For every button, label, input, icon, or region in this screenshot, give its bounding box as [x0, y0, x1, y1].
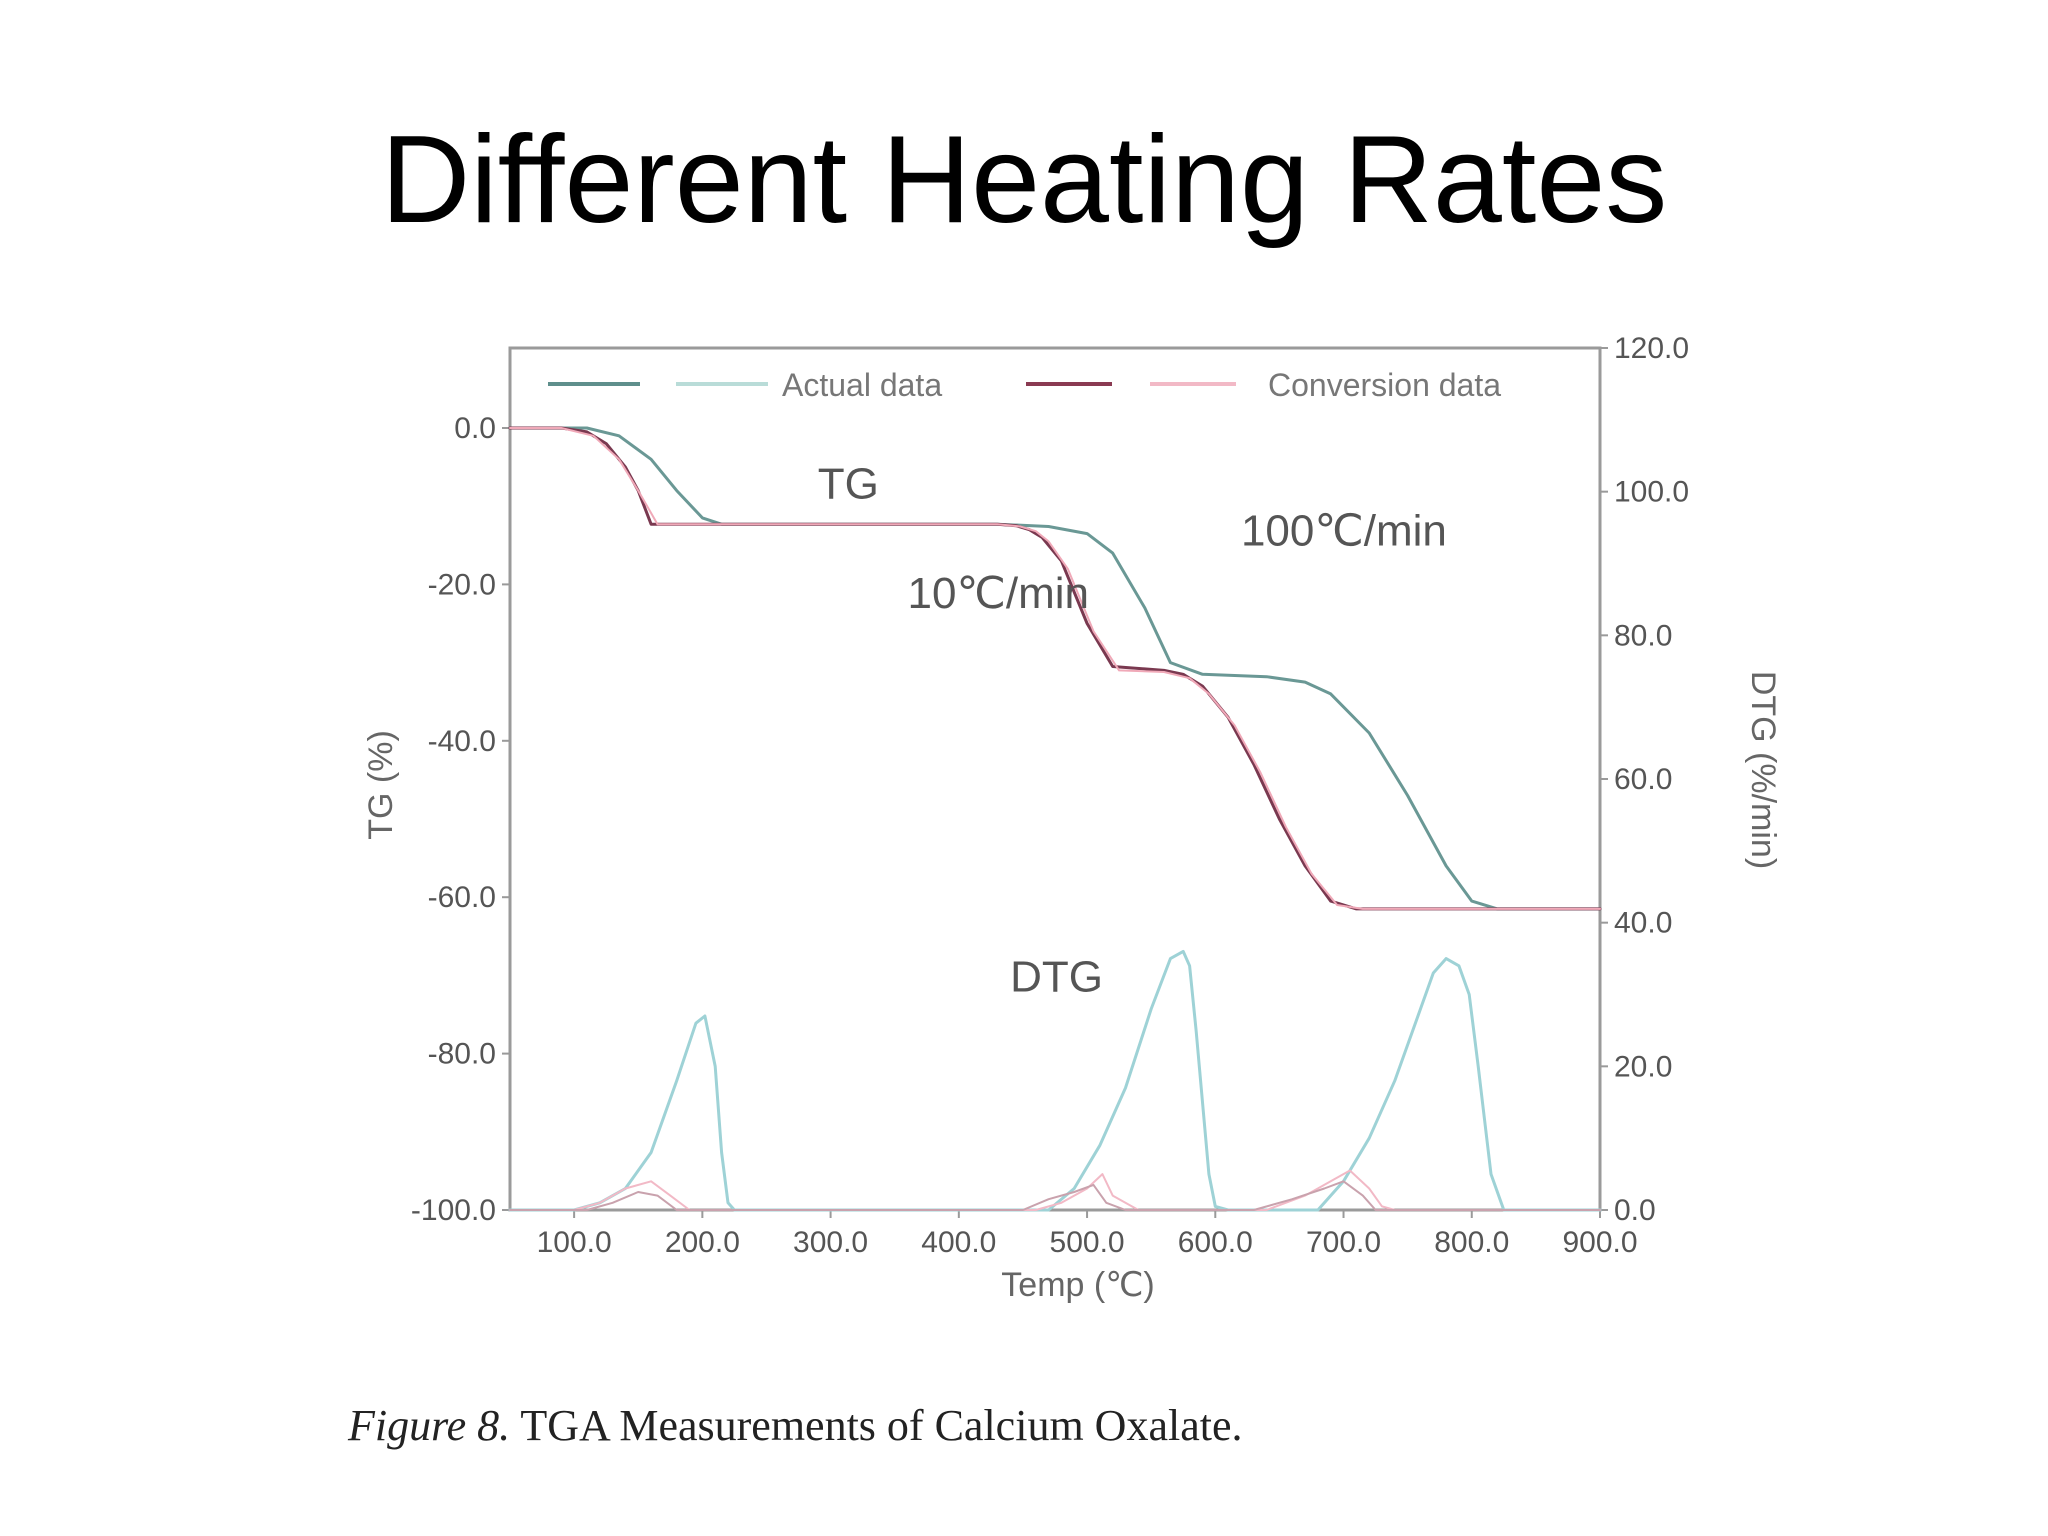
y-left-tick-label: 0.0: [454, 412, 496, 445]
caption-text: TGA Measurements of Calcium Oxalate.: [520, 1401, 1243, 1450]
y-left-tick-label: -100.0: [411, 1194, 496, 1227]
y-right-tick-label: 40.0: [1614, 907, 1672, 940]
slide-title: Different Heating Rates: [380, 111, 1668, 249]
figure-caption: Figure 8. TGA Measurements of Calcium Ox…: [348, 1400, 1242, 1451]
x-tick-label: 800.0: [1434, 1226, 1509, 1259]
tg-series-line-0: [508, 426, 1602, 911]
dtg-series-line-3: [508, 949, 1602, 1212]
y-right-axis-ticks: 120.0 100.0 80.0 60.0 40.0 20.0 0.0: [1600, 332, 1689, 1227]
y-left-tick-label: -80.0: [428, 1038, 496, 1071]
legend-conversion-label: Conversion data: [1268, 367, 1501, 403]
x-axis-ticks: 100.0 200.0 300.0 400.0 500.0 600.0 700.0 800.0…: [537, 1210, 1638, 1259]
y-left-axis-title: TG (%): [362, 730, 400, 840]
y-left-tick-label: -40.0: [428, 725, 496, 758]
y-right-tick-label: 60.0: [1614, 763, 1672, 796]
x-tick-label: 400.0: [921, 1226, 996, 1259]
x-tick-label: 700.0: [1306, 1226, 1381, 1259]
chart-annotation: 100℃/min: [1241, 507, 1447, 556]
y-right-axis-title: DTG (%/min): [1744, 671, 1782, 869]
x-tick-label: 200.0: [665, 1226, 740, 1259]
x-axis-title: Temp (℃): [1001, 1266, 1154, 1304]
chart-annotation: 10℃/min: [908, 569, 1089, 618]
x-tick-label: 900.0: [1562, 1226, 1637, 1259]
y-right-tick-label: 80.0: [1614, 619, 1672, 652]
annotations: TG 100℃/min 10℃/min DTG: [818, 460, 1447, 1002]
dtg-series-line-5: [509, 1180, 1601, 1211]
dtg-series-line-4: [509, 1169, 1601, 1211]
x-tick-label: 300.0: [793, 1226, 868, 1259]
y-right-tick-label: 100.0: [1614, 476, 1689, 509]
y-right-tick-label: 20.0: [1614, 1050, 1672, 1083]
x-tick-label: 500.0: [1050, 1226, 1125, 1259]
x-tick-label: 600.0: [1178, 1226, 1253, 1259]
y-right-tick-label: 120.0: [1614, 332, 1689, 365]
y-left-tick-label: -60.0: [428, 881, 496, 914]
tg-series-line-2: [509, 427, 1601, 910]
plot-frame: [508, 346, 1602, 1212]
chart-annotation: TG: [818, 460, 879, 509]
legend: Actual data Conversion data: [548, 367, 1501, 403]
tg-series-line-1: [508, 426, 1602, 911]
series-layer: [508, 426, 1602, 1212]
chart-annotation: DTG: [1010, 952, 1103, 1001]
y-left-axis-ticks: 0.0 -20.0 -40.0 -60.0 -80.0 -100.0: [411, 412, 510, 1227]
y-right-tick-label: 0.0: [1614, 1194, 1656, 1227]
y-left-tick-label: -20.0: [428, 568, 496, 601]
x-tick-label: 100.0: [537, 1226, 612, 1259]
caption-figure-number: Figure 8.: [348, 1401, 511, 1450]
legend-actual-label: Actual data: [782, 367, 942, 403]
